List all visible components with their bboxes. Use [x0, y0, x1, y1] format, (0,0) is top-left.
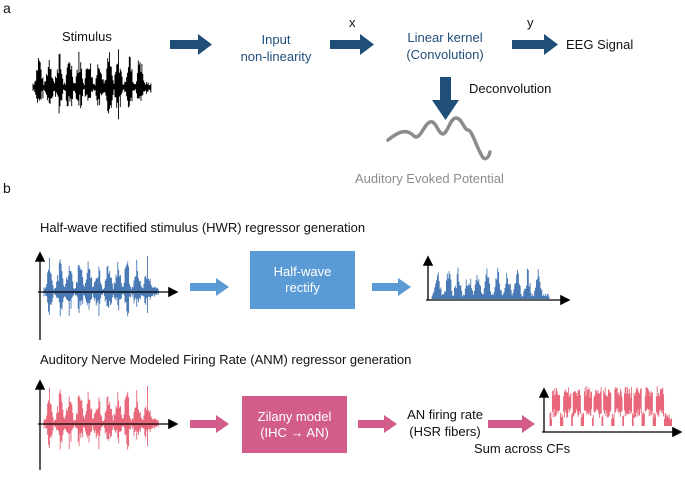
- hwr-stimulus-plot: [34, 251, 179, 340]
- arrow-stim-to-zilany-box: [190, 415, 229, 433]
- deconvolution-label: Deconvolution: [469, 81, 552, 96]
- blue-wave-trace: [43, 256, 159, 317]
- arrow-hwr-box-to-plot: [372, 278, 411, 296]
- anm-stimulus-plot: [34, 379, 179, 470]
- arrow-kernel-to-eeg: [512, 34, 558, 55]
- stim-wave-trace: [32, 49, 152, 120]
- linear-kernel-line-2: (Convolution): [406, 47, 484, 62]
- input-nonlinearity-line-2: non-linearity: [240, 49, 312, 64]
- y-variable-label: y: [527, 15, 534, 30]
- aep-label: Auditory Evoked Potential: [355, 171, 504, 186]
- stimulus-waveform: [32, 49, 152, 120]
- linear-kernel-label: Linear kernel (Convolution): [386, 29, 504, 63]
- anm-wave-trace: [549, 386, 673, 426]
- stimulus-label: Stimulus: [62, 29, 112, 44]
- anm-title: Auditory Nerve Modeled Firing Rate (ANM)…: [40, 352, 412, 367]
- arrow-zilany-to-rate: [358, 415, 397, 433]
- half-wave-rectify-box: Half-wave rectify: [250, 251, 355, 309]
- arrow-nonlinearity-to-kernel: [330, 34, 374, 55]
- arrow-stimulus-to-nonlinearity: [170, 34, 212, 55]
- an-rate-line-1: AN firing rate: [407, 407, 483, 422]
- hwr-output-plot: [422, 255, 571, 306]
- aep-curve: [386, 116, 492, 161]
- arrow-rate-to-sum: [488, 415, 535, 433]
- hwr-box-line-2: rectify: [285, 280, 320, 295]
- panel-b-label: b: [3, 180, 11, 196]
- zilany-box-line-1: Zilany model: [257, 408, 332, 424]
- zilany-box-bg: [242, 396, 347, 453]
- an-firing-rate-label: AN firing rate (HSR fibers): [395, 406, 495, 440]
- x-variable-label: x: [349, 15, 356, 30]
- eeg-signal-label: EEG Signal: [566, 37, 634, 52]
- input-nonlinearity-label: Input non-linearity: [226, 31, 326, 65]
- panel-a-label: a: [3, 0, 11, 16]
- hwr-title: Half-wave rectified stimulus (HWR) regre…: [40, 220, 366, 235]
- an-rate-line-2: (HSR fibers): [409, 424, 481, 439]
- linear-kernel-line-1: Linear kernel: [407, 30, 483, 45]
- hwr-bars-trace: [431, 267, 550, 299]
- arrow-deconvolution-down: [432, 77, 459, 120]
- arrow-stim-to-hwr-box: [190, 278, 229, 296]
- sum-across-cfs-label: Sum across CFs: [474, 441, 571, 456]
- input-nonlinearity-line-1: Input: [261, 32, 291, 47]
- red-wave-trace: [43, 386, 159, 450]
- hwr-box-line-1: Half-wave: [273, 264, 332, 279]
- anm-output-plot: [538, 386, 683, 438]
- hwr-box-bg: [250, 251, 355, 309]
- zilany-model-box: Zilany model (IHC → AN): [242, 396, 347, 453]
- zilany-box-line-2: (IHC → AN): [260, 424, 329, 440]
